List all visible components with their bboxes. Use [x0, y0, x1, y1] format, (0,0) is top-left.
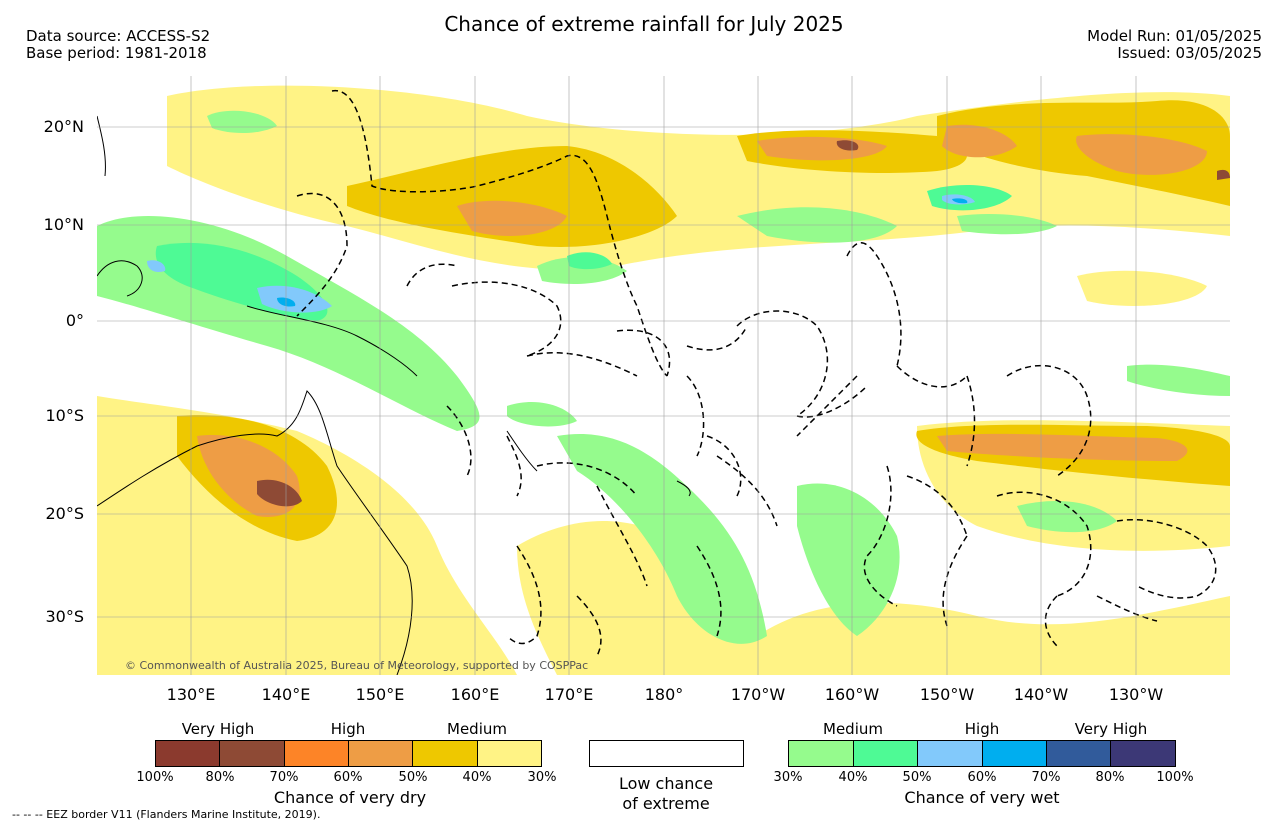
dry-tick-50: 50% — [398, 770, 428, 785]
wet-swatch-3 — [917, 740, 983, 767]
wet-tick-80: 80% — [1095, 770, 1125, 785]
dry-header-high: High — [330, 720, 366, 738]
dry-high-regions — [197, 124, 1207, 517]
eez-borders — [296, 90, 1217, 657]
model-run: Model Run: 01/05/2025 — [1087, 27, 1262, 45]
low-chance-line2: of extreme — [622, 794, 710, 813]
lon-label-170e: 170°E — [544, 685, 594, 704]
dry-swatch-6 — [477, 740, 542, 767]
dry-header-very-high: Very High — [181, 720, 255, 738]
dry-tick-60: 60% — [333, 770, 363, 785]
coastlines — [97, 115, 691, 675]
lon-label-140e: 140°E — [261, 685, 311, 704]
lon-label-150e: 150°E — [355, 685, 405, 704]
dry-tick-40: 40% — [462, 770, 492, 785]
base-period: Base period: 1981-2018 — [26, 44, 207, 62]
wet-legend-title: Chance of very wet — [904, 788, 1060, 807]
eez-footer-note: -- -- -- EEZ border V11 (Flanders Marine… — [12, 808, 321, 821]
lon-label-160w: 160°W — [824, 685, 880, 704]
wet-tick-50: 50% — [902, 770, 932, 785]
dry-swatch-1 — [155, 740, 220, 767]
wet-header-high: High — [964, 720, 1000, 738]
wet-swatch-1 — [788, 740, 854, 767]
lon-label-170w: 170°W — [730, 685, 786, 704]
data-source: Data source: ACCESS-S2 — [26, 27, 211, 45]
low-chance-line1: Low chance — [618, 774, 714, 793]
wet-tick-70: 70% — [1031, 770, 1061, 785]
wet-swatch-5 — [1046, 740, 1111, 767]
dry-swatch-5 — [412, 740, 478, 767]
wet-swatch-2 — [853, 740, 918, 767]
lat-label-20s: 20°S — [45, 504, 84, 523]
copyright-note: © Commonwealth of Australia 2025, Bureau… — [125, 659, 589, 672]
lat-label-0: 0° — [65, 311, 84, 330]
lon-label-130w: 130°W — [1108, 685, 1164, 704]
issued-date: Issued: 03/05/2025 — [1117, 44, 1262, 62]
dry-header-medium: Medium — [447, 720, 507, 738]
dry-legend-title: Chance of very dry — [273, 788, 427, 807]
dry-veryhigh-regions — [257, 140, 1230, 507]
lon-label-140w: 140°W — [1013, 685, 1069, 704]
rainfall-map — [97, 76, 1230, 675]
lat-label-10n: 10°N — [43, 215, 84, 234]
lon-label-160e: 160°E — [450, 685, 500, 704]
lat-label-20n: 20°N — [43, 117, 84, 136]
dry-tick-30: 30% — [527, 770, 557, 785]
dry-swatch-4 — [348, 740, 413, 767]
dry-tick-100: 100% — [136, 770, 174, 785]
wet-tick-100: 100% — [1156, 770, 1194, 785]
low-chance-swatch — [589, 740, 744, 767]
dry-tick-80: 80% — [205, 770, 235, 785]
lon-label-150w: 150°W — [919, 685, 975, 704]
map-title: Chance of extreme rainfall for July 2025 — [444, 12, 844, 36]
lat-label-10s: 10°S — [45, 406, 84, 425]
wet-header-very-high: Very High — [1074, 720, 1148, 738]
lon-label-180: 180° — [644, 685, 684, 704]
lat-label-30s: 30°S — [45, 607, 84, 626]
wet-tick-30: 30% — [773, 770, 803, 785]
dry-swatch-2 — [219, 740, 285, 767]
wet-swatch-4 — [982, 740, 1047, 767]
graticule — [97, 76, 1230, 675]
wet-swatch-6 — [1110, 740, 1176, 767]
lon-label-130e: 130°E — [166, 685, 216, 704]
dry-tick-70: 70% — [269, 770, 299, 785]
wet-header-medium: Medium — [823, 720, 883, 738]
wet-tick-40: 40% — [838, 770, 868, 785]
dry-swatch-3 — [284, 740, 349, 767]
wet-tick-60: 60% — [967, 770, 997, 785]
